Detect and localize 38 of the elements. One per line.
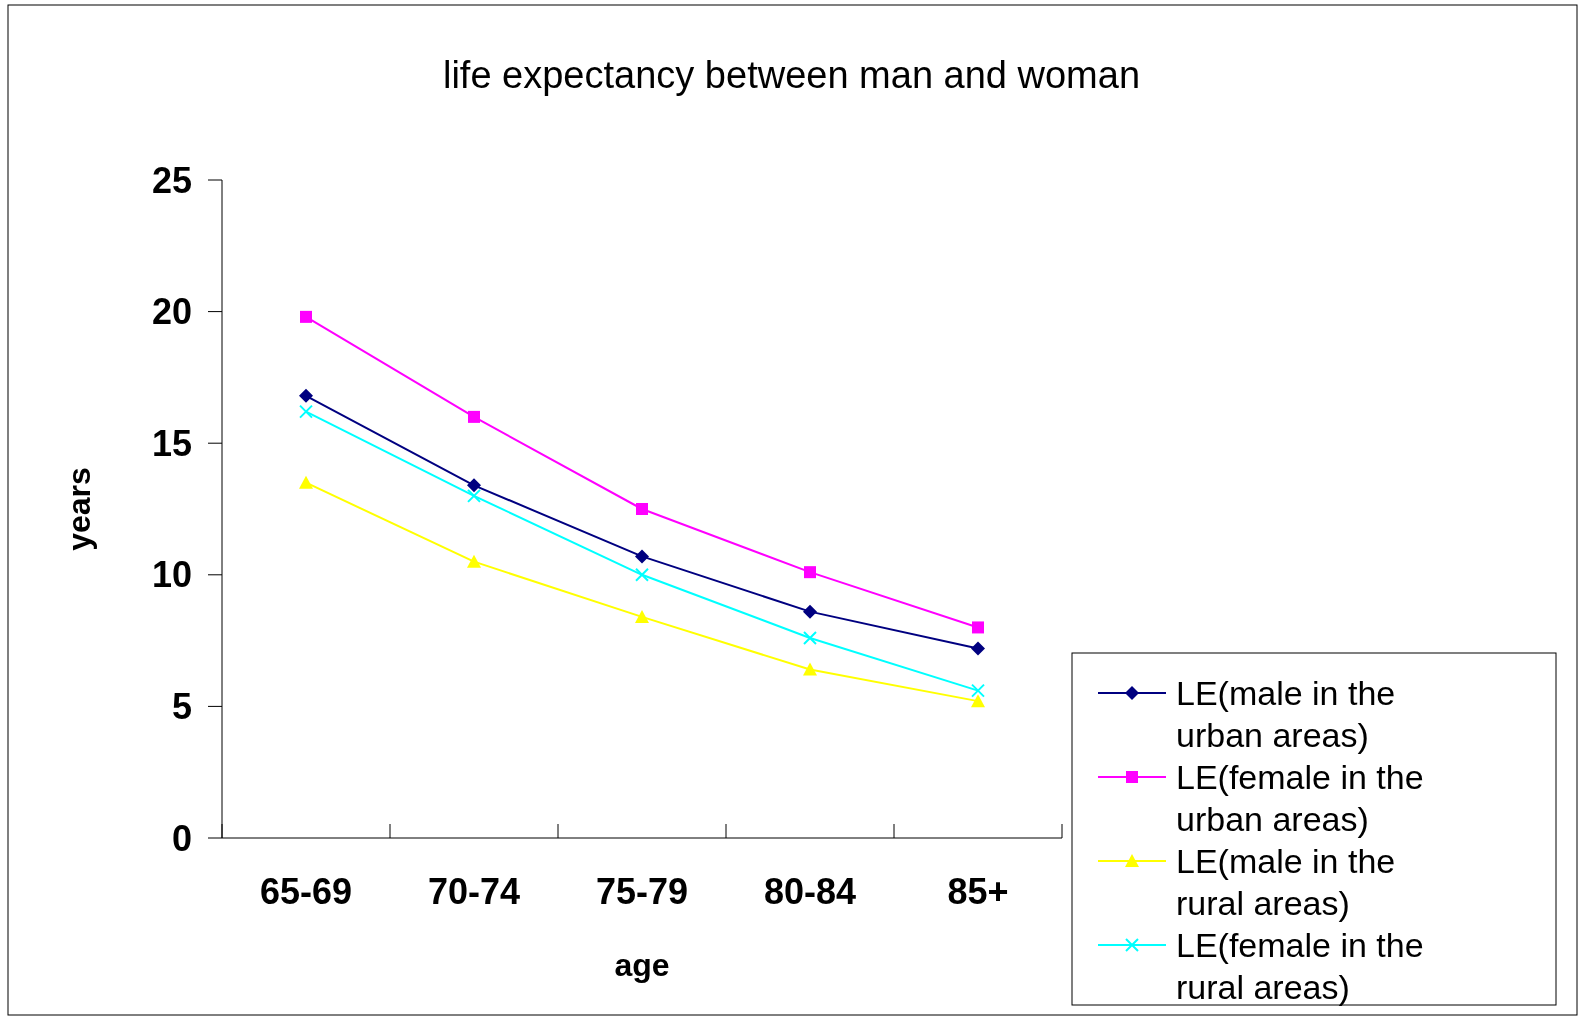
point xyxy=(971,683,985,698)
y-tick-label: 25 xyxy=(151,159,192,201)
point xyxy=(468,410,480,423)
y-tick-label: 10 xyxy=(151,554,192,596)
point xyxy=(299,388,313,403)
y-tick-label: 20 xyxy=(151,291,192,333)
y-tick-label: 0 xyxy=(171,817,192,859)
x-tick-label: 75-79 xyxy=(595,871,689,912)
legend-label: LE(female in the urban areas) xyxy=(1176,758,1424,838)
point xyxy=(467,478,481,493)
point xyxy=(467,554,481,568)
legend-label: LE(female in the rural areas) xyxy=(1176,926,1424,1006)
legend-label: LE(male in the urban areas) xyxy=(1176,674,1396,754)
y-tick-label: 5 xyxy=(171,686,192,727)
x-tick-label: 85+ xyxy=(947,871,1009,912)
point xyxy=(635,549,649,564)
legend-label: LE(male in the rural areas) xyxy=(1176,842,1396,922)
y-axis-title: years xyxy=(61,467,97,551)
point xyxy=(299,404,313,419)
point xyxy=(803,604,817,619)
chart-title: life expectancy between man and woman xyxy=(442,54,1141,96)
x-axis-title: age xyxy=(614,947,670,983)
point xyxy=(803,630,817,645)
point xyxy=(300,310,312,323)
point xyxy=(635,567,649,582)
point xyxy=(635,609,649,623)
x-tick-label: 65-69 xyxy=(259,871,353,912)
point xyxy=(636,503,648,515)
point xyxy=(804,566,816,579)
point xyxy=(803,662,817,676)
y-tick-label: 15 xyxy=(151,422,192,464)
x-tick-label: 80-84 xyxy=(763,871,857,912)
point xyxy=(467,488,481,503)
point xyxy=(299,475,313,489)
point xyxy=(971,641,985,656)
point xyxy=(972,621,984,634)
x-tick-label: 70-74 xyxy=(427,871,521,912)
point xyxy=(971,694,985,708)
